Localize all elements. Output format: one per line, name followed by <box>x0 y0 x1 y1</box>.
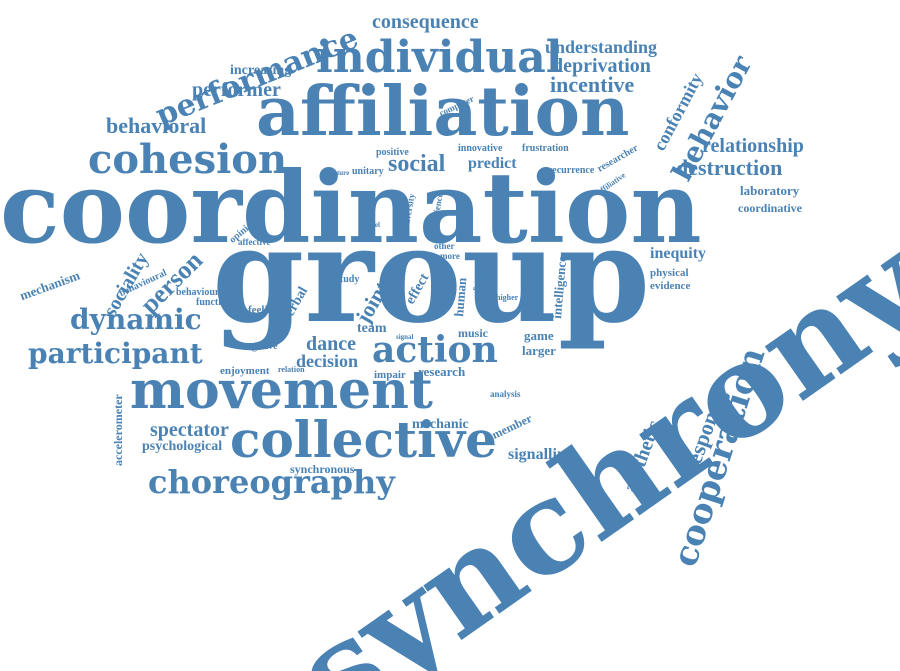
word-mechanism: mechanism <box>17 267 82 304</box>
word-physical: physical <box>650 267 689 279</box>
word-evidence: evidence <box>650 280 691 292</box>
word-affiliation: affiliation <box>256 72 630 152</box>
word-collective: collective <box>230 410 497 469</box>
word-study: study <box>336 274 360 285</box>
word-increasing: increasing <box>230 63 292 78</box>
word-relation: relation <box>278 365 305 374</box>
word-coordinative: coordinative <box>738 201 802 215</box>
word-consequence: consequence <box>372 11 479 33</box>
word-more: more <box>440 251 460 261</box>
word-dance: dance <box>306 333 356 355</box>
word-understanding: understanding <box>545 37 658 57</box>
word-higher: higher <box>496 293 519 302</box>
word-synchronous: synchronous <box>290 462 355 476</box>
word-decision: decision <box>296 351 359 371</box>
word-feature: feature <box>328 169 350 177</box>
word-group: group <box>212 198 651 353</box>
word-predict: predict <box>468 155 517 172</box>
word-destruction: destruction <box>676 155 783 180</box>
word-positive: positive <box>376 147 409 158</box>
word-research: research <box>418 364 466 379</box>
word-function: function <box>196 297 232 308</box>
word-accelerometer: accelerometer <box>111 394 125 466</box>
word-relationship: relationship <box>702 135 804 157</box>
word-negative: negative <box>242 341 278 352</box>
word-game: game <box>524 328 554 343</box>
word-frustration: frustration <box>522 143 569 154</box>
word-analysis: analysis <box>490 389 521 399</box>
word-novel: novel <box>364 221 380 229</box>
word-other: other <box>434 241 455 251</box>
word-music: music <box>458 326 488 340</box>
word-feeling: feeling <box>248 304 280 316</box>
word-movement: movement <box>130 360 433 421</box>
word-behaviour: behaviour <box>176 287 220 298</box>
word-dynamic: dynamic <box>70 303 202 336</box>
word-signal: signal <box>396 333 414 341</box>
word-social: social <box>388 151 446 177</box>
word-laboratory: laboratory <box>740 183 800 198</box>
word-action: action <box>372 329 498 371</box>
word-unitary: unitary <box>352 166 384 177</box>
word-incentive: incentive <box>550 72 635 97</box>
word-choreography: choreography <box>148 463 395 501</box>
word-individual: individual <box>316 32 563 83</box>
word-impair: impair <box>374 369 406 381</box>
word-deprivation: deprivation <box>552 55 651 77</box>
word-enjoyment: enjoyment <box>220 365 270 377</box>
word-cohesion: cohesion <box>88 136 288 183</box>
word-innovative: innovative <box>458 143 503 154</box>
word-human: human <box>451 277 470 318</box>
word-inequity: inequity <box>650 245 707 262</box>
word-psychological: psychological <box>142 439 223 454</box>
word-team: team <box>357 321 387 336</box>
word-larger: larger <box>522 343 556 358</box>
word-affective: affective <box>238 237 271 247</box>
word-signalling: signalling <box>508 446 574 463</box>
word-recurrence: recurrence <box>548 165 595 176</box>
word-spectator: spectator <box>150 419 229 441</box>
word-mechanic: mechanic <box>412 417 469 432</box>
word-participant: participant <box>28 337 203 370</box>
word-coordination: coordination <box>0 151 702 266</box>
word-performer: performer <box>192 79 281 101</box>
word-behavioral: behavioral <box>106 113 207 138</box>
